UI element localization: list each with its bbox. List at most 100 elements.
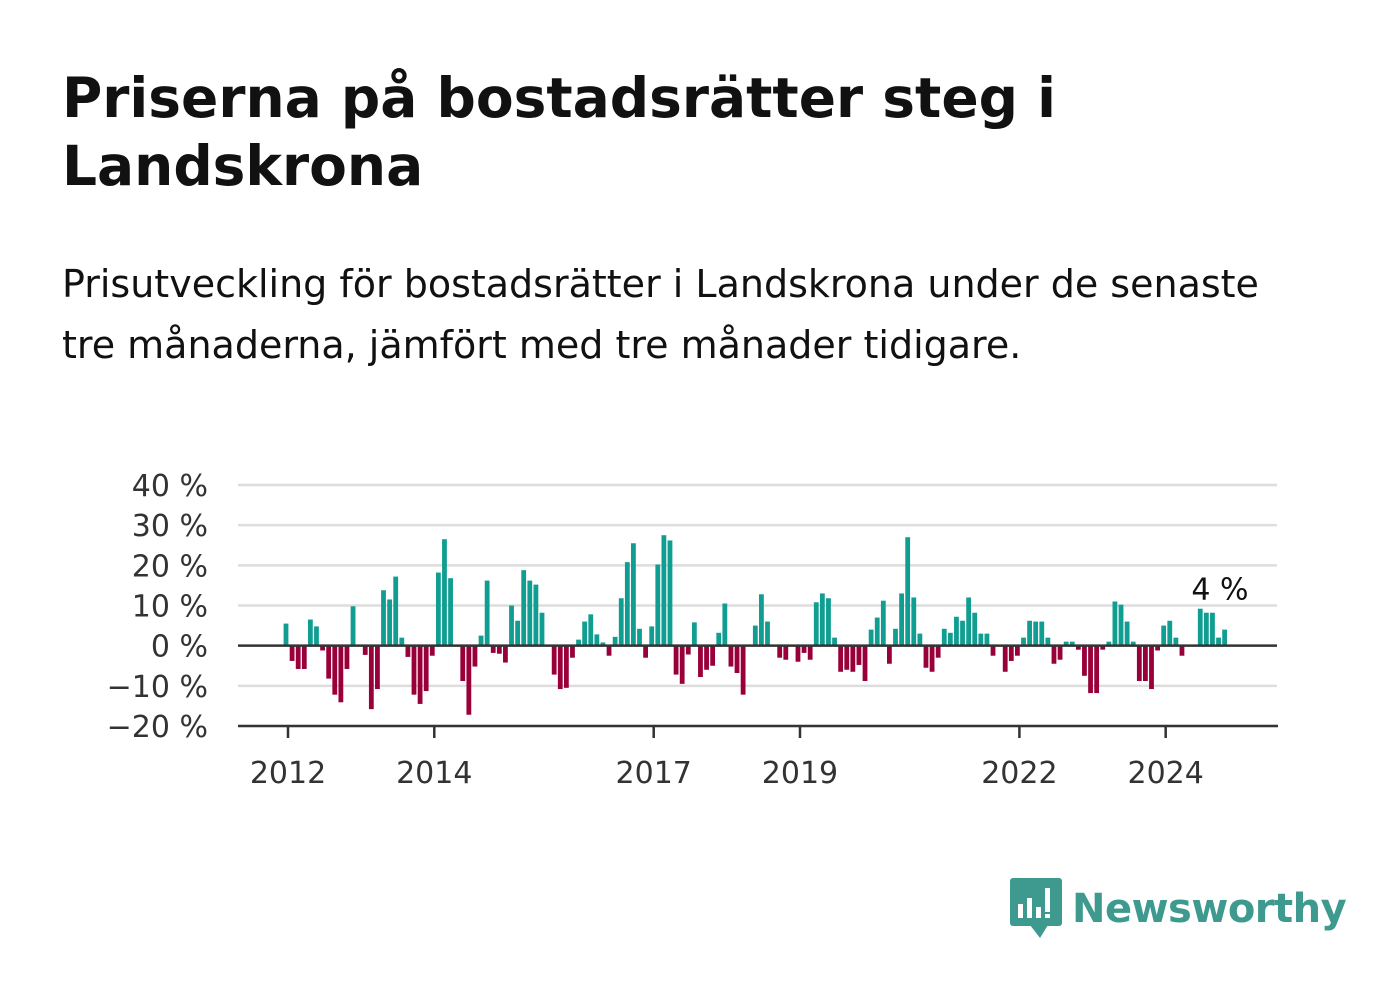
bar — [1021, 637, 1026, 646]
bar-chart: 40 % 30 % 20 % 10 % 0 % −10 % −20 % 2012 2014 201… — [107, 469, 1278, 791]
bar — [1112, 601, 1118, 646]
bar — [368, 645, 374, 710]
y-tick-label: 0 % — [151, 630, 208, 665]
x-tick-label: 2012 — [250, 756, 326, 791]
bar — [947, 632, 953, 646]
bar — [521, 570, 527, 646]
bar — [990, 645, 996, 656]
bar — [289, 645, 295, 661]
bar — [704, 645, 709, 670]
bar — [557, 645, 563, 690]
bar — [795, 645, 801, 662]
bar — [563, 645, 569, 688]
bar — [612, 636, 618, 646]
bar — [923, 645, 929, 668]
bar — [649, 626, 655, 646]
bar — [600, 642, 606, 646]
bar — [1167, 620, 1173, 646]
bar — [661, 535, 667, 646]
bar — [1027, 620, 1032, 646]
bar — [880, 600, 886, 646]
bar — [722, 603, 728, 646]
bar — [387, 599, 393, 646]
bar-layer — [283, 535, 1228, 715]
bar — [1039, 621, 1045, 646]
bar — [850, 645, 856, 672]
value-annotation: 4 % — [1191, 573, 1248, 608]
bar — [344, 645, 350, 669]
x-tick-label: 2019 — [762, 756, 838, 791]
bar — [326, 645, 332, 679]
bar — [405, 645, 411, 657]
bar — [484, 580, 490, 646]
bar — [496, 645, 502, 654]
bar — [570, 645, 575, 658]
bar — [1142, 645, 1148, 682]
bar — [594, 634, 600, 646]
bar — [728, 645, 734, 667]
bar — [435, 572, 441, 646]
bar — [588, 614, 594, 646]
y-tick-label: 40 % — [132, 469, 208, 504]
x-tick-label: 2017 — [616, 756, 692, 791]
bar — [765, 621, 770, 646]
bar — [393, 576, 399, 646]
bar — [1130, 641, 1136, 646]
bar — [911, 597, 917, 646]
bar — [759, 594, 764, 646]
bar — [905, 537, 911, 646]
bar — [691, 622, 697, 646]
bar — [509, 605, 514, 646]
bar — [1197, 608, 1203, 646]
bar — [643, 645, 649, 658]
bar — [582, 621, 588, 646]
bar — [631, 543, 636, 646]
bar — [295, 645, 301, 669]
bar — [399, 637, 405, 646]
bar — [819, 593, 825, 646]
bar — [832, 637, 837, 646]
bar — [734, 645, 740, 673]
y-tick-label: 30 % — [132, 509, 208, 544]
bar — [887, 645, 892, 664]
bar — [417, 645, 423, 704]
bar — [301, 645, 307, 669]
bar — [1063, 641, 1069, 646]
bar — [515, 620, 521, 646]
bar — [1136, 645, 1142, 682]
bar — [466, 645, 472, 715]
bar — [801, 645, 807, 653]
bar — [283, 623, 289, 646]
bar — [716, 632, 722, 646]
chart-title: Priserna på bostadsrätter steg i Landskr… — [62, 66, 1057, 198]
bar — [503, 645, 508, 663]
bar — [685, 645, 691, 655]
bar — [856, 645, 862, 665]
bar — [338, 645, 344, 703]
bar — [935, 645, 941, 658]
y-tick-label: −10 % — [107, 670, 208, 705]
bar — [1051, 645, 1057, 664]
bar — [740, 645, 746, 695]
bar — [637, 628, 642, 646]
bar — [350, 606, 356, 646]
bar — [618, 598, 624, 646]
bar — [1015, 645, 1020, 656]
bar — [527, 580, 533, 646]
bar — [429, 645, 435, 656]
bar — [478, 635, 484, 646]
bar — [667, 540, 673, 646]
x-tick-label: 2022 — [981, 756, 1057, 791]
bar — [698, 645, 703, 677]
bar — [1057, 645, 1063, 660]
bar — [710, 645, 716, 666]
bar — [1124, 621, 1130, 646]
bar — [1203, 612, 1209, 646]
bar — [533, 584, 539, 646]
bar — [826, 598, 831, 646]
bar — [862, 645, 868, 682]
bar — [1100, 645, 1106, 650]
bar — [1033, 621, 1039, 646]
bar — [411, 645, 417, 695]
bar — [460, 645, 466, 682]
